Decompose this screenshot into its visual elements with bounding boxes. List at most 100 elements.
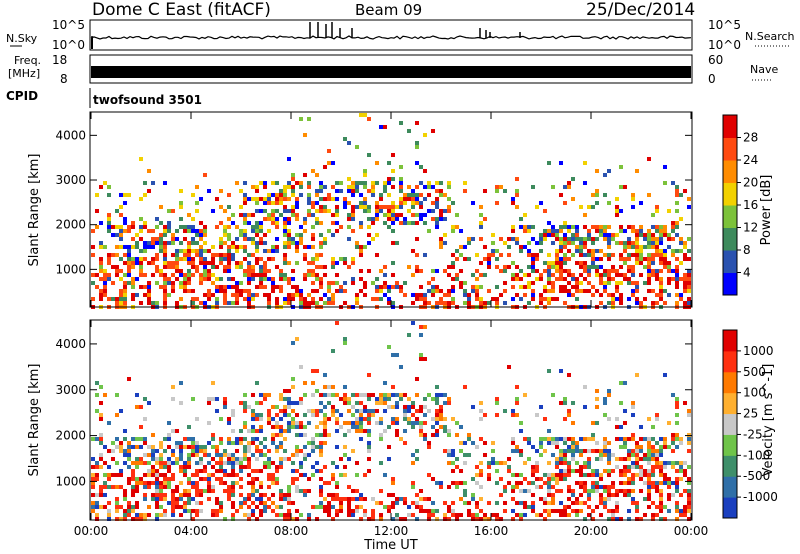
heatmap-cell [239, 505, 243, 509]
heatmap-cell [507, 237, 511, 241]
heatmap-cell [331, 497, 335, 501]
xtick-label: 00:00 [74, 524, 109, 538]
heatmap-cell [227, 453, 231, 457]
heatmap-cell [635, 517, 639, 521]
heatmap-cell [211, 281, 215, 285]
x-axis-label: Time UT [363, 538, 417, 553]
heatmap-cell [343, 337, 347, 341]
heatmap-cell [635, 297, 639, 301]
heatmap-cell [359, 193, 363, 197]
heatmap-cell [459, 425, 463, 429]
heatmap-cell [335, 205, 339, 209]
heatmap-cell [427, 393, 431, 397]
heatmap-cell [119, 505, 123, 509]
heatmap-cell [167, 481, 171, 485]
heatmap-cell [579, 449, 583, 453]
heatmap-cell [275, 513, 279, 517]
heatmap-cell [475, 481, 479, 485]
heatmap-cell [439, 417, 443, 421]
heatmap-cell [131, 509, 135, 513]
heatmap-cell [131, 297, 135, 301]
heatmap-cell [379, 401, 383, 405]
heatmap-cell [443, 429, 447, 433]
heatmap-cell [115, 265, 119, 269]
heatmap-cell [235, 249, 239, 253]
heatmap-cell [135, 293, 139, 297]
heatmap-cell [195, 449, 199, 453]
heatmap-cell [639, 465, 643, 469]
heatmap-cell [271, 193, 275, 197]
heatmap-cell [503, 509, 507, 513]
heatmap-cell [483, 413, 487, 417]
heatmap-cell [99, 433, 103, 437]
heatmap-cell [563, 253, 567, 257]
heatmap-cell [271, 209, 275, 213]
heatmap-cell [311, 297, 315, 301]
heatmap-cell [315, 461, 319, 465]
heatmap-cell [291, 205, 295, 209]
heatmap-cell [539, 241, 543, 245]
heatmap-cell [527, 301, 531, 305]
heatmap-cell [495, 469, 499, 473]
heatmap-cell [195, 473, 199, 477]
heatmap-cell [323, 293, 327, 297]
colorbar-swatch [723, 160, 737, 183]
heatmap-cell [199, 237, 203, 241]
heatmap-cell [167, 241, 171, 245]
heatmap-cell [447, 301, 451, 305]
heatmap-cell [255, 241, 259, 245]
heatmap-cell [299, 425, 303, 429]
heatmap-cell [407, 333, 411, 337]
heatmap-cell [323, 405, 327, 409]
heatmap-cell [367, 209, 371, 213]
heatmap-cell [331, 265, 335, 269]
heatmap-cell [111, 225, 115, 229]
heatmap-cell [603, 497, 607, 501]
heatmap-cell [579, 469, 583, 473]
heatmap-cell [287, 489, 291, 493]
heatmap-cell [311, 237, 315, 241]
heatmap-cell [335, 181, 339, 185]
heatmap-cell [567, 373, 571, 377]
heatmap-cell [227, 285, 231, 289]
heatmap-cell [371, 393, 375, 397]
heatmap-cell [263, 505, 267, 509]
heatmap-cell [99, 417, 103, 421]
heatmap-cell [655, 513, 659, 517]
heatmap-cell [167, 421, 171, 425]
heatmap-cell [231, 241, 235, 245]
heatmap-cell [303, 245, 307, 249]
heatmap-cell [635, 285, 639, 289]
heatmap-cell [251, 265, 255, 269]
heatmap-cell [427, 473, 431, 477]
heatmap-cell [347, 177, 351, 181]
heatmap-cell [371, 509, 375, 513]
heatmap-cell [127, 265, 131, 269]
heatmap-cell [583, 181, 587, 185]
heatmap-cell [215, 509, 219, 513]
heatmap-cell [115, 437, 119, 441]
heatmap-cell [647, 157, 651, 161]
heatmap-cell [583, 237, 587, 241]
heatmap-cell [159, 205, 163, 209]
heatmap-cell [215, 513, 219, 517]
heatmap-cell [639, 261, 643, 265]
heatmap-cell [183, 273, 187, 277]
heatmap-cell [419, 505, 423, 509]
heatmap-cell [603, 453, 607, 457]
heatmap-cell [615, 241, 619, 245]
heatmap-cell [215, 449, 219, 453]
heatmap-cell [299, 513, 303, 517]
heatmap-cell [551, 493, 555, 497]
heatmap-cell [91, 481, 95, 485]
heatmap-cell [231, 501, 235, 505]
heatmap-cell [543, 501, 547, 505]
heatmap-cell [575, 237, 579, 241]
heatmap-cell [167, 461, 171, 465]
heatmap-cell [311, 289, 315, 293]
heatmap-cell [503, 501, 507, 505]
heatmap-cell [547, 369, 551, 373]
heatmap-cell [439, 485, 443, 489]
heatmap-cell [567, 281, 571, 285]
heatmap-cell [631, 405, 635, 409]
